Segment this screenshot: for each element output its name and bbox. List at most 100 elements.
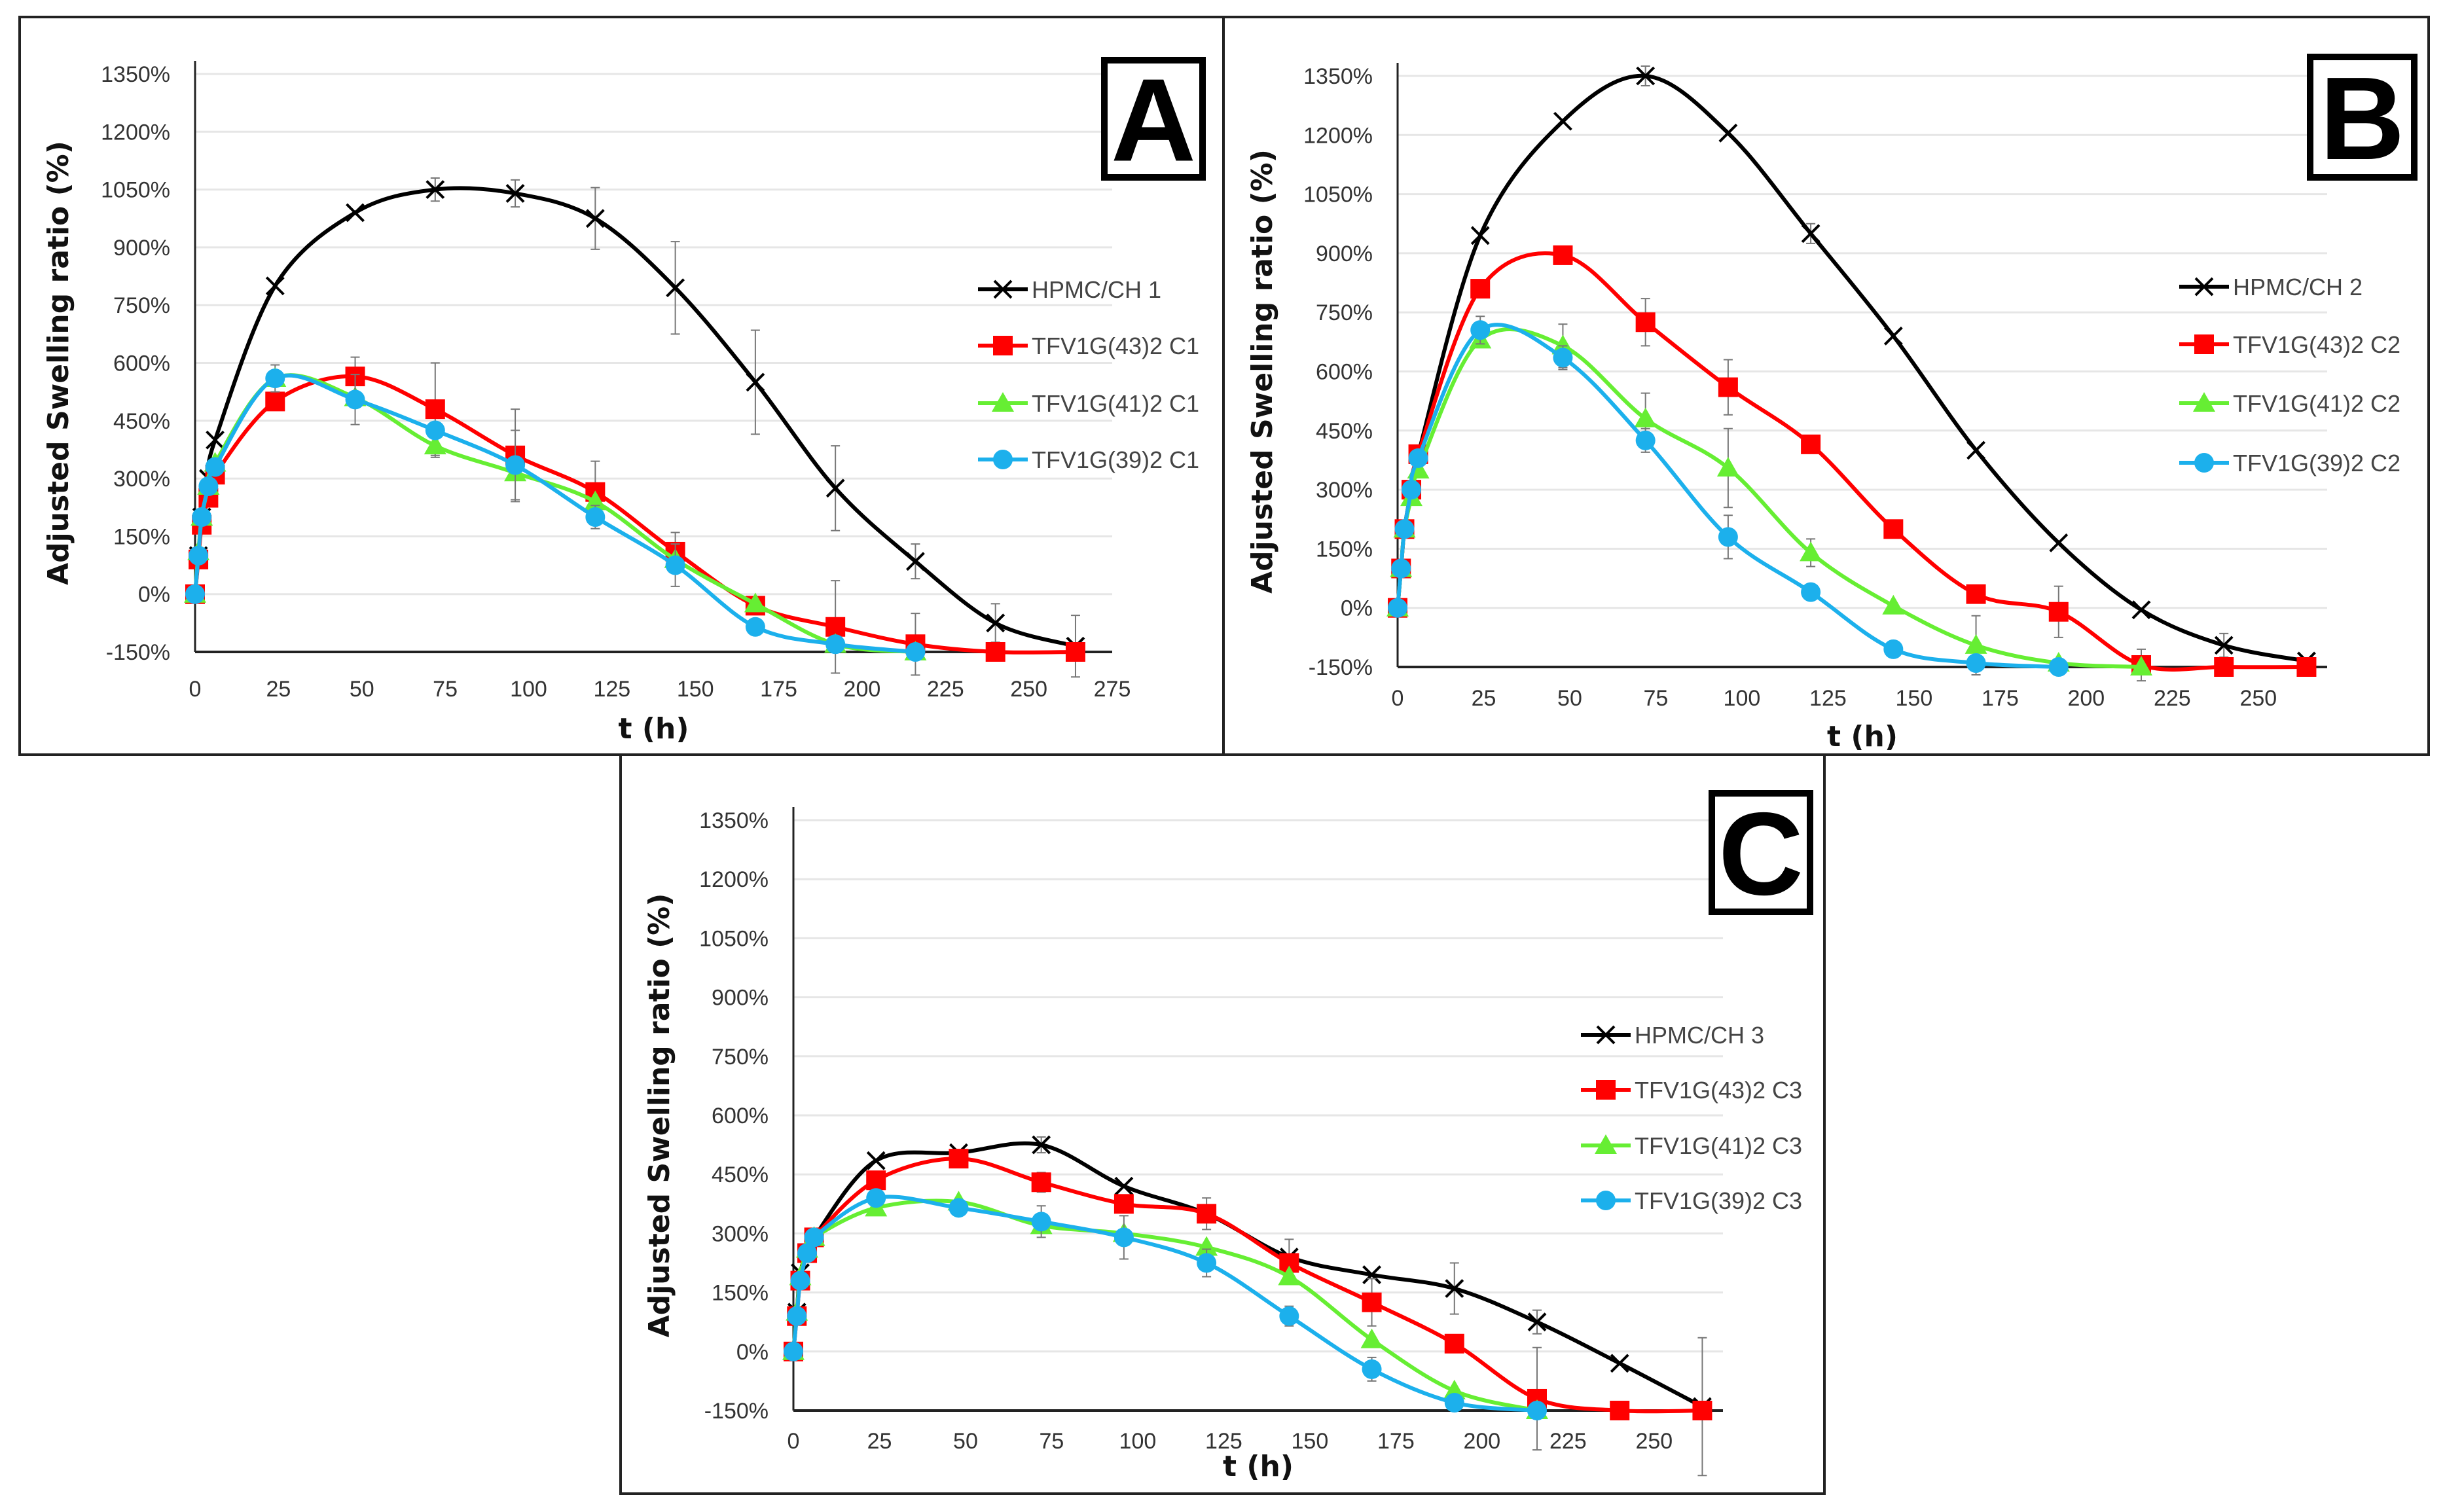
y-tick-label: 1050% bbox=[1303, 183, 1373, 207]
series-line bbox=[193, 186, 1076, 649]
panel-label: B bbox=[2320, 53, 2405, 185]
data-point bbox=[1394, 519, 1415, 539]
y-tick-label: 1200% bbox=[101, 120, 170, 145]
y-tick-label: 150% bbox=[113, 524, 170, 549]
legend-label: HPMC/CH 2 bbox=[2233, 274, 2363, 300]
data-point bbox=[1360, 1328, 1383, 1348]
y-axis-title: Adjusted Swelling ratio (%) bbox=[643, 893, 676, 1338]
panel-label-box bbox=[1709, 790, 1813, 915]
data-point bbox=[1391, 558, 1411, 579]
y-tick-label: 600% bbox=[712, 1104, 769, 1128]
x-tick-label: 200 bbox=[844, 677, 881, 702]
data-point bbox=[797, 1243, 818, 1263]
data-point bbox=[1443, 1379, 1466, 1399]
y-tick-label: 0% bbox=[736, 1340, 769, 1365]
x-tick-label: 75 bbox=[1644, 686, 1669, 711]
series-line bbox=[193, 373, 916, 654]
data-point bbox=[1402, 480, 1422, 500]
data-point bbox=[1444, 1392, 1464, 1413]
data-point bbox=[2048, 602, 2069, 622]
x-tick-label: 275 bbox=[1094, 677, 1131, 702]
data-point bbox=[1362, 1265, 1381, 1284]
data-point bbox=[1031, 1172, 1051, 1193]
x-tick-label: 25 bbox=[266, 677, 291, 702]
y-tick-label: 0% bbox=[1341, 596, 1373, 621]
x-tick-label: 200 bbox=[2067, 686, 2105, 711]
x-axis-title: t (h) bbox=[1827, 720, 1898, 753]
series-c39 bbox=[185, 369, 926, 662]
x-tick-label: 250 bbox=[1635, 1429, 1673, 1454]
y-tick-label: 1350% bbox=[1303, 64, 1373, 89]
y-tick-label: 600% bbox=[1316, 360, 1373, 385]
data-point bbox=[1408, 448, 1428, 468]
legend-label: TFV1G(39)2 C2 bbox=[2233, 450, 2400, 477]
legend-marker bbox=[993, 450, 1013, 469]
x-tick-label: 100 bbox=[1724, 686, 1761, 711]
data-point bbox=[265, 276, 285, 296]
x-tick-label: 50 bbox=[953, 1429, 978, 1454]
y-tick-label: 900% bbox=[712, 986, 769, 1011]
legend-label: TFV1G(41)2 C1 bbox=[1032, 390, 1199, 417]
data-point bbox=[1445, 1279, 1464, 1299]
series-line bbox=[791, 1141, 1703, 1409]
legend-marker bbox=[1596, 1191, 1616, 1210]
data-point bbox=[1801, 434, 1821, 454]
legend-label: TFV1G(39)2 C3 bbox=[1635, 1187, 1802, 1214]
x-tick-label: 125 bbox=[1205, 1429, 1242, 1454]
data-point bbox=[1965, 634, 1987, 654]
legend-label: TFV1G(39)2 C1 bbox=[1032, 446, 1199, 473]
series-c39 bbox=[784, 1188, 1547, 1420]
data-point bbox=[1635, 430, 1656, 450]
data-point bbox=[2296, 657, 2317, 677]
x-tick-label: 225 bbox=[2154, 686, 2191, 711]
data-point bbox=[1527, 1401, 1547, 1420]
data-point bbox=[804, 1227, 824, 1248]
x-tick-label: 125 bbox=[1809, 686, 1847, 711]
series-c41 bbox=[184, 364, 927, 660]
series-c41 bbox=[1386, 323, 2152, 676]
legend-marker bbox=[993, 279, 1013, 299]
series-line bbox=[193, 374, 1076, 655]
data-point bbox=[1966, 584, 1986, 604]
data-point bbox=[1883, 326, 1903, 346]
legend-label: TFV1G(41)2 C3 bbox=[1635, 1132, 1802, 1159]
data-point bbox=[746, 372, 765, 392]
data-point bbox=[1610, 1354, 1629, 1373]
y-tick-label: 1200% bbox=[699, 867, 769, 892]
data-point bbox=[425, 420, 445, 441]
series-line bbox=[1396, 327, 2142, 669]
x-tick-label: 50 bbox=[1557, 686, 1582, 711]
x-tick-label: 150 bbox=[677, 677, 714, 702]
panel-label: C bbox=[1718, 789, 1803, 920]
legend-marker bbox=[992, 392, 1014, 412]
data-point bbox=[949, 1198, 969, 1218]
data-point bbox=[985, 642, 1005, 662]
x-tick-label: 100 bbox=[510, 677, 547, 702]
data-point bbox=[949, 1149, 969, 1169]
y-tick-label: 750% bbox=[712, 1045, 769, 1070]
data-point bbox=[784, 1341, 803, 1361]
data-point bbox=[1470, 320, 1491, 340]
y-tick-label: 450% bbox=[113, 409, 170, 434]
data-point bbox=[424, 435, 446, 455]
data-point bbox=[905, 642, 926, 662]
series-c43 bbox=[784, 1149, 1712, 1451]
y-tick-label: 1050% bbox=[101, 178, 170, 203]
legend-label: TFV1G(43)2 C1 bbox=[1032, 333, 1199, 359]
data-point bbox=[1718, 123, 1738, 143]
data-point bbox=[1716, 456, 1739, 477]
data-point bbox=[1801, 224, 1820, 243]
data-point bbox=[1635, 312, 1656, 333]
data-point bbox=[198, 476, 219, 496]
data-point bbox=[584, 490, 607, 511]
chart-b: -150% 0% 150% 300% 450% 600% 750% 900% 1050% 1200… bbox=[1246, 53, 2418, 753]
series-c39 bbox=[1388, 315, 2069, 677]
data-point bbox=[505, 184, 525, 203]
legend-marker bbox=[2193, 392, 2215, 412]
data-point bbox=[206, 430, 225, 450]
x-tick-label: 200 bbox=[1463, 1429, 1500, 1454]
data-point bbox=[1470, 279, 1491, 299]
data-point bbox=[1800, 541, 1822, 562]
data-point bbox=[1527, 1312, 1547, 1332]
x-tick-label: 225 bbox=[1549, 1429, 1587, 1454]
